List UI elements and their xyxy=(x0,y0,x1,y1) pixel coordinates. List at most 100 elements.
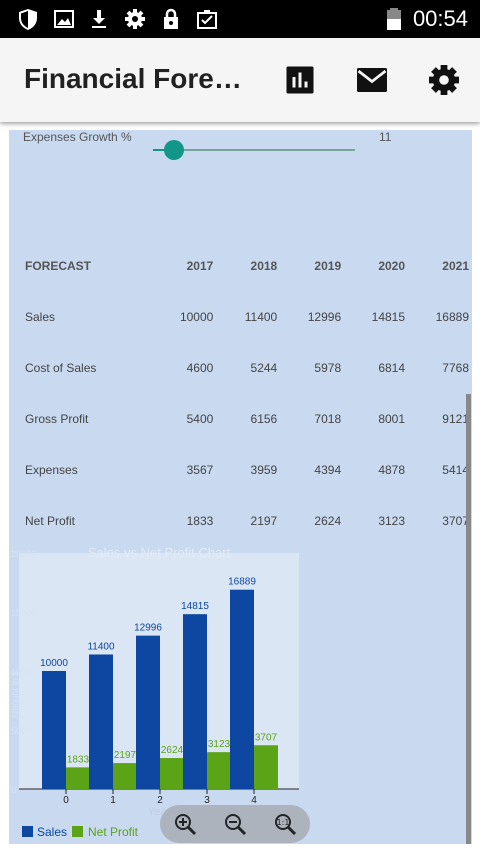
net-profit-bar xyxy=(160,758,184,789)
y-tick-label: 10000 xyxy=(11,667,36,677)
table-cell: 5414 xyxy=(442,462,469,477)
row-label: Net Profit xyxy=(25,513,76,528)
legend-swatch-sales xyxy=(22,826,33,837)
row-label: Cost of Sales xyxy=(25,360,97,375)
slider-label: Expenses Growth % xyxy=(23,130,132,144)
chart-title: Sales vs Net Profit Chart xyxy=(88,545,231,560)
table-cell: 16889 xyxy=(435,309,469,324)
table-cell: 3567 xyxy=(186,462,214,477)
net-profit-value-label: 3123 xyxy=(208,739,231,750)
table-cell: 2197 xyxy=(250,513,278,528)
sales-value-label: 14815 xyxy=(181,601,209,612)
table-header-cell: 2017 xyxy=(186,258,214,273)
net-profit-bar xyxy=(254,745,278,789)
table-cell: 5244 xyxy=(250,360,278,375)
net-profit-value-label: 1833 xyxy=(67,754,90,765)
lock-icon xyxy=(164,8,178,29)
table-cell: 1833 xyxy=(186,513,214,528)
table-cell: 11400 xyxy=(244,309,278,324)
table-cell: 3707 xyxy=(442,513,469,528)
row-label: Expenses xyxy=(25,462,78,477)
table-cell: 5978 xyxy=(314,360,342,375)
table-cell: 2624 xyxy=(314,513,342,528)
zoom-reset-icon[interactable]: 1:1 xyxy=(273,812,297,836)
x-tick-label: 3 xyxy=(204,795,210,806)
sales-value-label: 11400 xyxy=(87,641,115,652)
settings-gear-icon xyxy=(125,9,145,29)
table-cell: 3959 xyxy=(250,462,278,477)
x-tick-label: 1 xyxy=(110,795,116,806)
table-header-cell: FORECAST xyxy=(25,258,91,273)
table-cell: 14815 xyxy=(371,309,406,324)
image-icon xyxy=(54,10,74,28)
table-cell: 8001 xyxy=(378,411,406,426)
sales-bar xyxy=(89,654,113,789)
row-label: Gross Profit xyxy=(25,411,89,426)
legend-label-net-profit: Net Profit xyxy=(88,825,139,839)
net-profit-bar xyxy=(113,763,137,789)
clipboard-check-icon xyxy=(197,10,217,29)
sales-value-label: 10000 xyxy=(40,658,68,669)
battery-icon xyxy=(387,8,401,30)
row-label: Sales xyxy=(25,309,56,324)
x-tick-label: 2 xyxy=(157,795,163,806)
sales-value-label: 12996 xyxy=(134,623,162,634)
table-cell: 9121 xyxy=(442,411,469,426)
zoom-out-icon[interactable] xyxy=(223,812,247,836)
table-header-cell: 2018 xyxy=(250,258,278,273)
table-cell: 4878 xyxy=(378,462,406,477)
bar-chart-icon[interactable] xyxy=(282,62,318,98)
zoom-controls: 1:1 xyxy=(160,805,310,843)
sales-bar xyxy=(42,671,66,789)
chart-svg: Sales vs Net Profit Chart 0 5000 10000 15000… xyxy=(9,545,309,843)
mail-icon[interactable] xyxy=(354,62,390,98)
table-header-cell: 2021 xyxy=(442,258,469,273)
sales-bar xyxy=(136,635,160,789)
clock-time: 00:54 xyxy=(412,6,468,31)
y-tick-label: 5000 xyxy=(11,726,31,736)
sales-vs-net-profit-chart[interactable]: Sales vs Net Profit Chart 0 5000 10000 15000… xyxy=(9,545,309,843)
table-cell: 4394 xyxy=(314,462,342,477)
table-cell: 6814 xyxy=(378,360,406,375)
table-header-cell: 2020 xyxy=(378,258,406,273)
net-profit-value-label: 2624 xyxy=(161,745,184,756)
table-cell: 12996 xyxy=(307,309,342,324)
zoom-in-icon[interactable] xyxy=(173,812,197,836)
table-row: Net Profit 1833 2197 2624 3123 3707 xyxy=(9,495,469,546)
table-header-row: FORECAST 2017 2018 2019 2020 2021 xyxy=(9,240,469,291)
table-cell: 10000 xyxy=(179,309,214,324)
table-row: Gross Profit 5400 6156 7018 8001 9121 xyxy=(9,393,469,444)
svg-text:1:1: 1:1 xyxy=(277,818,290,827)
x-tick-label: 4 xyxy=(251,795,257,806)
slider-value: 11 xyxy=(379,130,392,144)
table-cell: 7018 xyxy=(314,411,342,426)
table-cell: 4600 xyxy=(186,360,214,375)
table-cell: 5400 xyxy=(186,411,214,426)
sales-value-label: 16889 xyxy=(228,577,256,588)
y-tick-label: 20000 xyxy=(11,549,36,559)
forecast-table: FORECAST 2017 2018 2019 2020 2021 Sales … xyxy=(9,240,469,546)
table-row: Cost of Sales 4600 5244 5978 6814 7768 xyxy=(9,342,469,393)
download-icon xyxy=(92,10,106,28)
sales-bar xyxy=(183,614,207,789)
status-bar: 00:54 xyxy=(0,0,480,38)
table-cell: 7768 xyxy=(442,360,469,375)
table-header-cell: 2019 xyxy=(314,258,342,273)
slider-thumb[interactable] xyxy=(164,140,184,160)
y-tick-label: 0 xyxy=(11,785,16,795)
net-profit-value-label: 3707 xyxy=(255,732,278,743)
legend-label-sales: Sales xyxy=(37,825,67,839)
app-title: Financial Forecast xyxy=(24,63,256,94)
table-row: Sales 10000 11400 12996 14815 16889 xyxy=(9,291,469,342)
y-axis-label: Amount in $ xyxy=(10,671,20,719)
x-tick-label: 0 xyxy=(63,795,69,806)
y-tick-label: 15000 xyxy=(11,608,36,618)
app-bar: Financial Forecast xyxy=(0,38,480,122)
sales-bar xyxy=(230,589,254,789)
scrollbar[interactable] xyxy=(466,394,471,844)
table-cell: 3123 xyxy=(378,513,406,528)
net-profit-bar xyxy=(66,767,90,789)
shield-icon xyxy=(19,9,37,30)
settings-icon[interactable] xyxy=(426,62,462,98)
legend-swatch-net-profit xyxy=(72,826,83,837)
